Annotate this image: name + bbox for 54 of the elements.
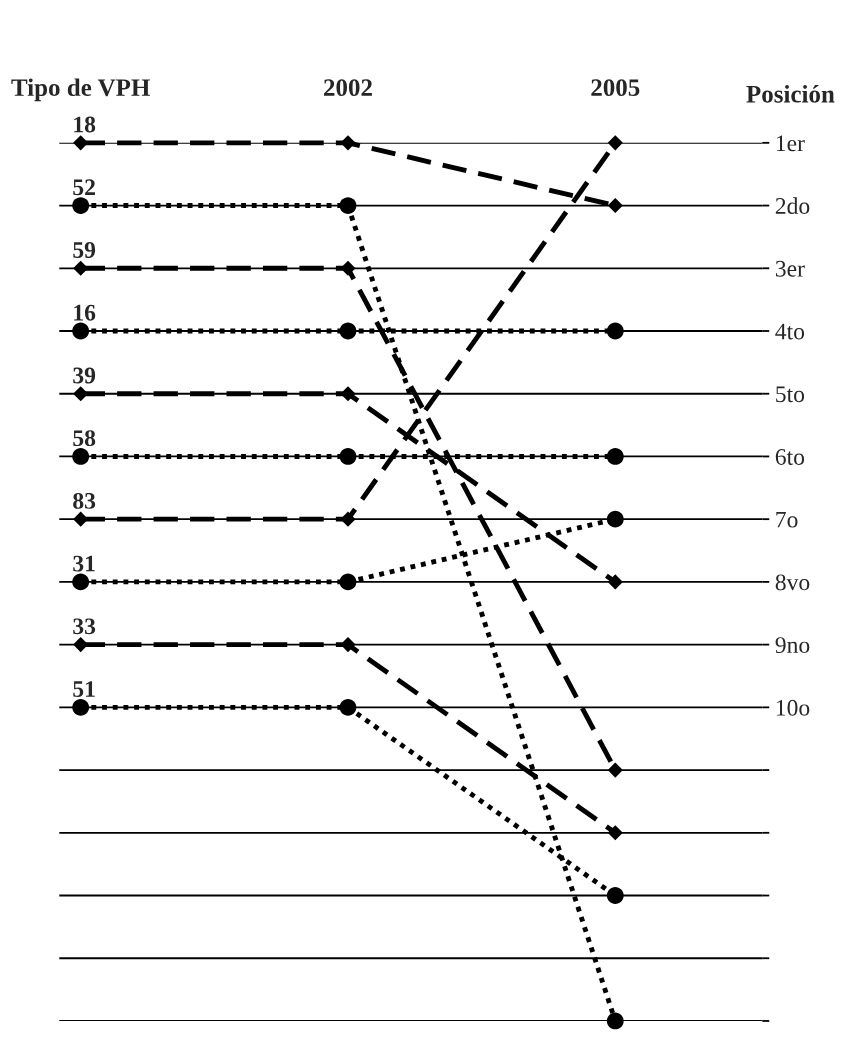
y-tick-label: 3er [775, 260, 805, 277]
series-label: 39 [73, 367, 96, 384]
point [339, 197, 357, 214]
point [72, 322, 90, 340]
point [72, 573, 90, 591]
y-tick-label: 8vo [775, 574, 810, 591]
series-label: 16 [74, 304, 96, 321]
series-label: 31 [73, 555, 95, 572]
point [340, 637, 356, 653]
point [340, 135, 356, 151]
y-tick-label: 7o [776, 511, 798, 528]
point [606, 448, 624, 465]
y-tick-label: 4to [775, 323, 805, 340]
point [339, 698, 357, 716]
point [340, 386, 356, 402]
series-label: 33 [73, 618, 96, 635]
x-tick-label: 2005 [591, 79, 640, 97]
point [606, 887, 624, 904]
y-tick-label: 10o [776, 699, 810, 716]
point [73, 135, 89, 151]
y-axis-title: Posición [746, 85, 835, 103]
y-tick-label: 5to [776, 386, 805, 403]
point [607, 574, 623, 590]
point [340, 511, 356, 527]
x-tick-label: 2002 [324, 79, 372, 97]
y-tick-label: 6to [775, 449, 805, 465]
point [607, 762, 623, 778]
point [339, 448, 357, 465]
point [72, 448, 90, 465]
point [339, 322, 357, 340]
point [607, 197, 623, 214]
series-label: 58 [73, 430, 96, 447]
point [607, 135, 623, 151]
point [73, 511, 89, 527]
point [607, 825, 623, 841]
point [72, 698, 90, 716]
point [606, 510, 624, 528]
point [72, 197, 90, 214]
series-label: 18 [74, 116, 96, 133]
point [606, 1012, 624, 1030]
series-label: 59 [73, 242, 96, 258]
series-label: 51 [73, 681, 95, 697]
point [606, 322, 624, 340]
y-tick-label: 1er [776, 135, 805, 152]
point [73, 637, 89, 653]
y-tick-label: 9no [775, 637, 810, 654]
point [73, 260, 89, 276]
point [73, 386, 89, 402]
y-tick-label: 2do [775, 197, 810, 214]
point [340, 260, 356, 276]
x-tick-label: Tipo de VPH [11, 78, 150, 102]
series-label: 52 [73, 179, 95, 196]
point [339, 573, 357, 591]
series-label: 83 [73, 492, 96, 509]
